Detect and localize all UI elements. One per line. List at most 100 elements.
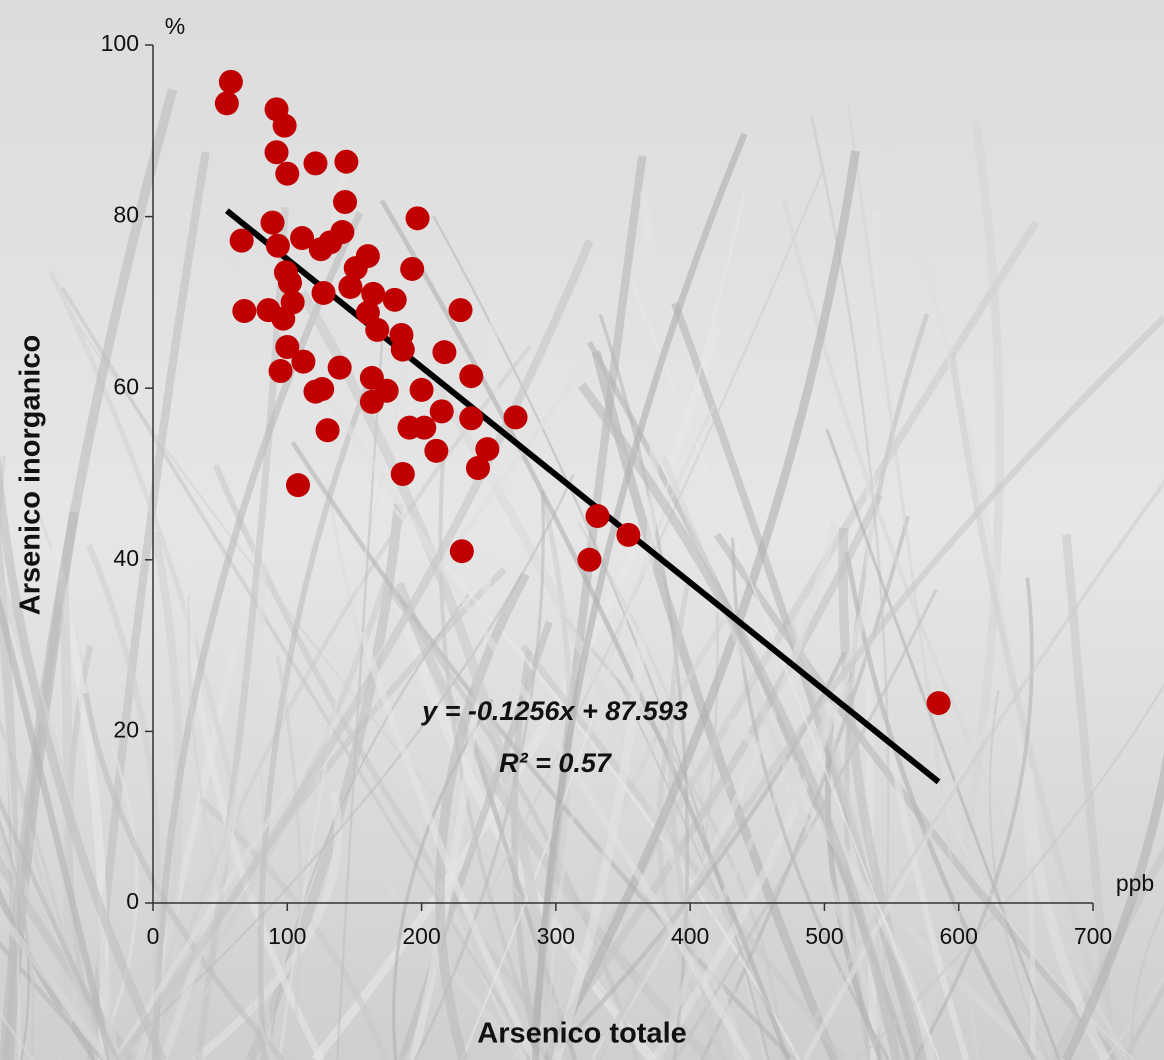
grass-blade xyxy=(387,588,640,1060)
grass-blade xyxy=(115,239,594,1060)
x-axis-title: Arsenico totale xyxy=(477,1018,687,1050)
data-point xyxy=(459,406,484,431)
grass-blade xyxy=(275,655,303,1060)
grass-blade xyxy=(154,769,265,1060)
y-tick-label: 60 xyxy=(113,373,139,399)
grass-blade xyxy=(543,150,860,1060)
trendline xyxy=(224,208,941,785)
grass-blade xyxy=(594,315,1164,1060)
grass-blade xyxy=(520,643,847,1060)
grass-blade xyxy=(278,268,431,1060)
data-point xyxy=(275,335,300,360)
y-tick-label: 40 xyxy=(113,545,139,571)
data-point xyxy=(449,539,474,564)
grass-blade xyxy=(0,593,114,1060)
trendline-r2: R² = 0.57 xyxy=(499,748,613,778)
x-tick-label: 500 xyxy=(805,923,843,949)
x-tick-label: 600 xyxy=(940,923,978,949)
data-point xyxy=(365,317,390,342)
data-point xyxy=(229,228,254,253)
data-point xyxy=(926,691,951,716)
y-unit: % xyxy=(165,13,185,39)
data-point xyxy=(330,220,355,245)
grass-blade xyxy=(988,689,1049,1060)
grass-blade xyxy=(948,352,1123,1060)
grass-blade xyxy=(856,682,1164,1060)
data-point xyxy=(264,140,289,165)
y-tick-label: 100 xyxy=(101,30,139,56)
data-point xyxy=(311,280,336,305)
data-point xyxy=(265,233,290,258)
grass-blade xyxy=(577,521,737,1060)
grass-blade xyxy=(0,455,109,1060)
data-point xyxy=(409,377,434,402)
plot-area: 0 20 40 60 80 100 0 100 200 300 400 500 600 700 xyxy=(101,30,1113,949)
data-point xyxy=(432,340,457,365)
grass-blade xyxy=(0,796,120,1060)
grass-blade xyxy=(0,940,106,1060)
grass-blade xyxy=(547,404,716,1060)
data-point xyxy=(315,418,340,443)
data-point xyxy=(361,281,386,306)
grass-blade xyxy=(0,451,167,1060)
grass-blade xyxy=(358,631,538,1060)
y-axis-title: Arsenico inorganico xyxy=(15,335,47,615)
data-point xyxy=(475,437,500,462)
grass-blade xyxy=(212,464,574,1060)
data-point xyxy=(260,210,285,235)
x-tick-label: 400 xyxy=(671,923,709,949)
background-grass xyxy=(0,88,1164,1060)
y-tick-label: 80 xyxy=(113,202,139,228)
grass-blade xyxy=(913,577,1034,1060)
x-tick-label: 300 xyxy=(537,923,575,949)
y-tick-label: 0 xyxy=(126,888,139,914)
data-point xyxy=(616,522,641,547)
data-point xyxy=(327,355,352,380)
data-point xyxy=(286,473,311,498)
data-point xyxy=(412,415,437,440)
grass-blade xyxy=(1061,751,1164,1060)
grass-blade xyxy=(113,358,592,1060)
grass-blade xyxy=(713,532,1120,1060)
grass-blade xyxy=(370,484,801,1060)
grass-blade xyxy=(591,350,839,1060)
data-point xyxy=(338,274,363,299)
x-unit: ppb xyxy=(1116,870,1154,896)
x-tick-label: 0 xyxy=(147,923,160,949)
trendline-equation: y = -0.1256x + 87.593 xyxy=(420,696,688,726)
data-point xyxy=(290,226,315,251)
data-point xyxy=(585,504,610,529)
data-point xyxy=(448,298,473,323)
grass-blade xyxy=(920,692,1136,1060)
data-point xyxy=(382,287,407,312)
grass-blade xyxy=(656,677,858,1060)
data-point xyxy=(343,256,368,281)
data-point xyxy=(334,149,359,174)
data-point xyxy=(390,462,415,486)
grass-blade xyxy=(1130,903,1164,1060)
grass-blade xyxy=(110,473,575,1060)
data-point xyxy=(218,69,243,94)
grass-blade xyxy=(159,561,268,1060)
grass-blade xyxy=(673,588,938,1060)
grass-blade xyxy=(379,199,791,1060)
x-tick-label: 100 xyxy=(268,923,306,949)
grass-blade xyxy=(413,491,545,1060)
grass-blade xyxy=(86,543,162,1060)
grass-blade xyxy=(511,650,542,1060)
grass-blade xyxy=(509,496,573,1060)
grass-blade xyxy=(671,301,924,1060)
y-tick-label: 20 xyxy=(113,716,139,742)
grass-blade xyxy=(531,132,748,1060)
data-point xyxy=(577,547,602,572)
grass-blade xyxy=(825,429,1061,1060)
grass-blade xyxy=(551,190,660,1060)
grass-blade xyxy=(225,254,752,1060)
grass-blade xyxy=(838,527,933,1060)
grass-blade xyxy=(0,907,111,1060)
data-point xyxy=(272,113,297,138)
grass-blade xyxy=(802,713,996,1060)
data-point xyxy=(214,91,239,116)
